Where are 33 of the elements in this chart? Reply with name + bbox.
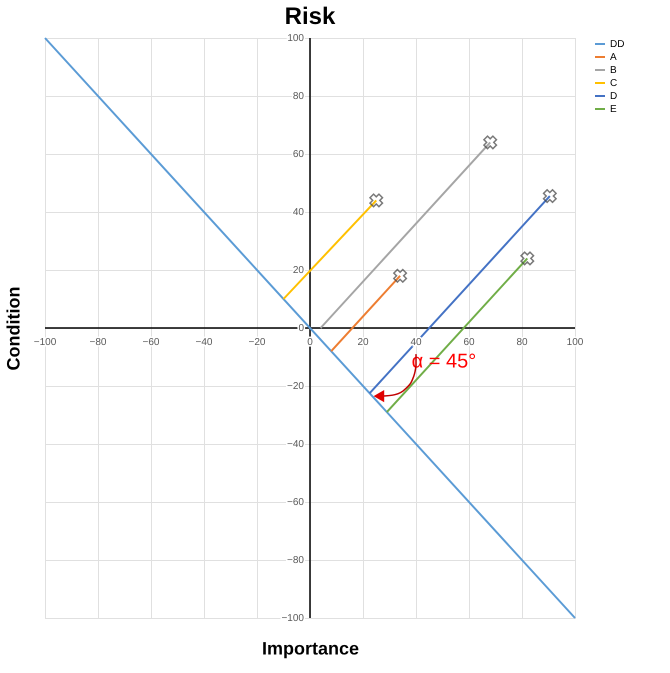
y-tick-label: 100: [287, 33, 304, 44]
y-tick-label: 20: [292, 265, 304, 276]
legend-label: E: [610, 104, 617, 115]
y-tick-label: −20: [287, 381, 304, 392]
x-tick-label: −100: [34, 337, 57, 348]
x-tick-label: 80: [516, 337, 528, 348]
legend-label: D: [610, 91, 618, 102]
x-tick-label: −20: [248, 337, 266, 348]
x-axis-title: Importance: [262, 638, 360, 658]
point: [393, 268, 408, 283]
legend-label: DD: [610, 39, 624, 50]
point: [483, 135, 498, 150]
point: [369, 193, 384, 208]
x-tick-label: −40: [196, 337, 213, 348]
y-tick-label: −100: [281, 613, 304, 624]
x-tick-label: −80: [90, 337, 107, 348]
x-tick-label: −60: [142, 337, 160, 348]
y-tick-label: −40: [287, 439, 304, 450]
legend-label: A: [610, 52, 617, 63]
y-tick-label: −80: [287, 555, 304, 566]
x-tick-label: 100: [566, 337, 584, 348]
point: [542, 189, 557, 204]
y-axis-title: Condition: [4, 286, 24, 370]
x-tick-label: 20: [357, 337, 369, 348]
point: [520, 251, 534, 266]
legend-label: C: [610, 78, 618, 89]
y-tick-label: 60: [292, 149, 304, 160]
y-tick-label: 80: [292, 91, 304, 102]
x-tick-label: 60: [463, 337, 475, 348]
y-tick-label: 40: [292, 207, 304, 218]
y-tick-label: −60: [287, 497, 304, 508]
legend-label: B: [610, 65, 617, 76]
chart-title: Risk: [284, 3, 336, 30]
